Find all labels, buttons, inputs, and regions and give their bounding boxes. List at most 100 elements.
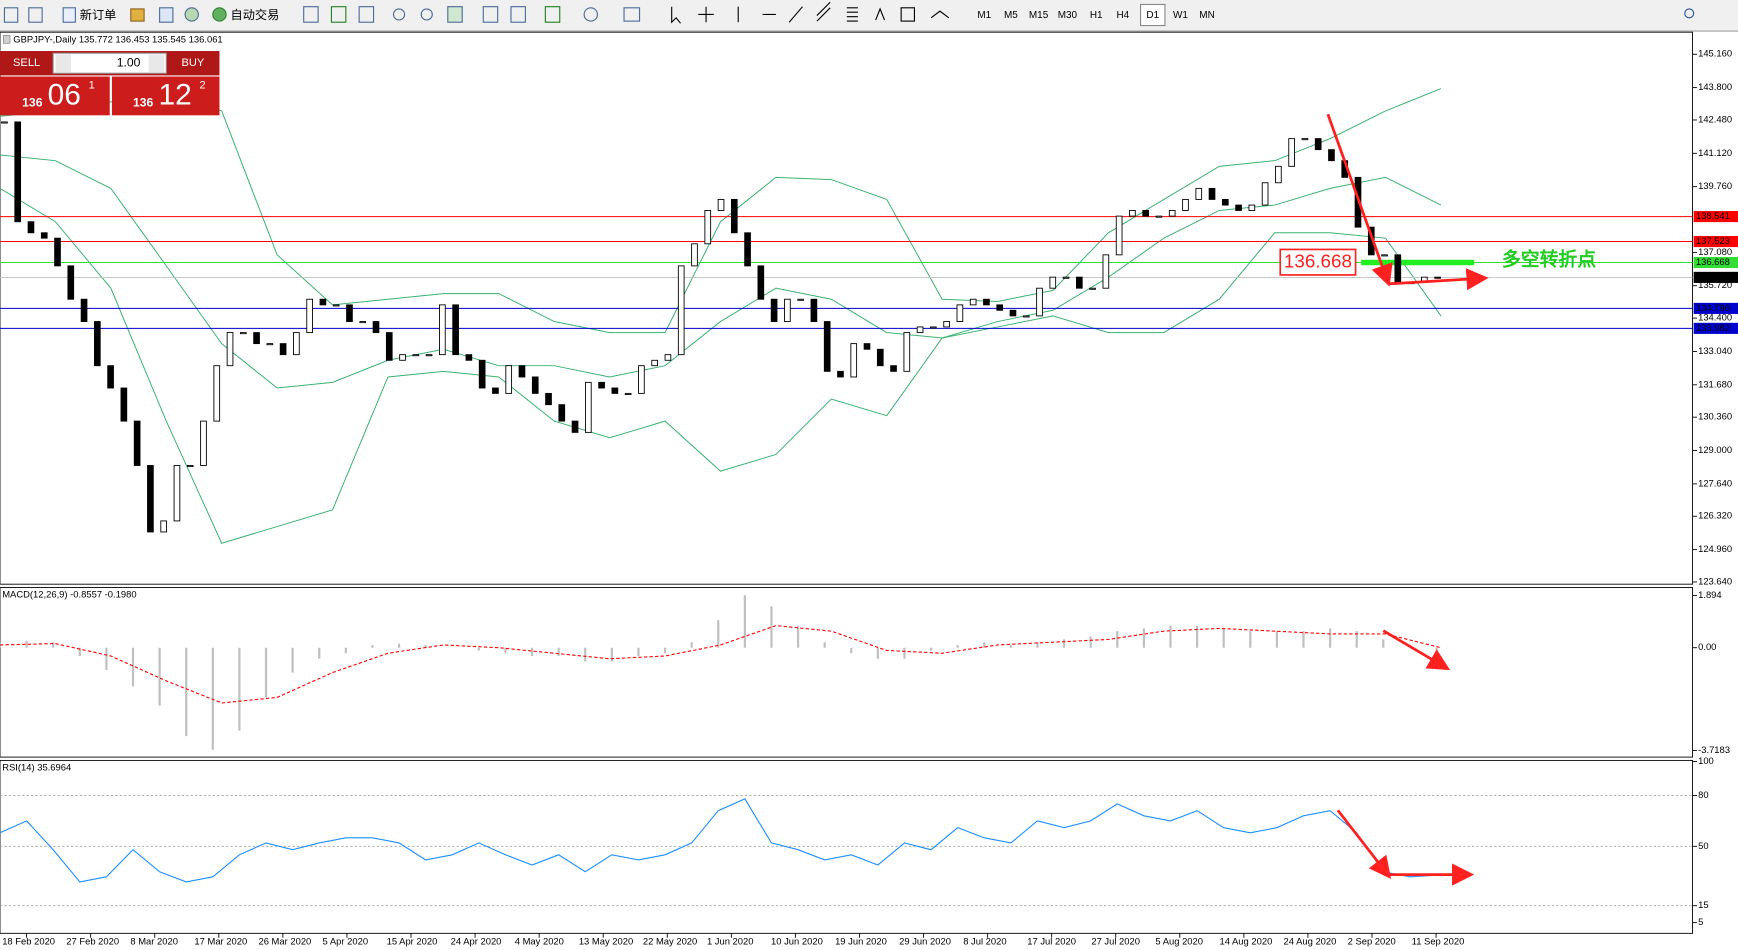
icon[interactable] — [184, 7, 199, 22]
x-tick-label: 8 Mar 2020 — [130, 936, 178, 947]
auto-trade-icon[interactable] — [212, 7, 227, 22]
y-tick-label: 5 — [1698, 916, 1703, 927]
candle — [1022, 315, 1030, 318]
rsi-plot — [0, 795, 1693, 907]
candle — [14, 121, 22, 223]
x-tick-label: 8 Jul 2020 — [963, 936, 1006, 947]
candle — [1275, 165, 1282, 184]
candle — [969, 298, 977, 306]
x-tick-label: 11 Sep 2020 — [1412, 936, 1465, 947]
candle — [107, 365, 114, 389]
bollinger-band — [0, 88, 1442, 334]
icon[interactable] — [583, 7, 598, 22]
x-tick-label: 2 Sep 2020 — [1348, 936, 1396, 947]
icon[interactable] — [875, 7, 886, 21]
timeframe-button[interactable]: M15 — [1029, 10, 1049, 21]
timeframe-button[interactable]: M5 — [1004, 10, 1018, 21]
candle — [983, 298, 990, 306]
search-icon[interactable] — [1684, 8, 1695, 19]
sell-label[interactable]: SELL — [13, 57, 40, 69]
candle — [956, 304, 964, 322]
candle — [850, 343, 858, 378]
timeframe-button[interactable]: H1 — [1090, 10, 1103, 21]
candle — [213, 365, 221, 422]
candle — [943, 321, 950, 328]
lot-value[interactable]: 1.00 — [117, 55, 141, 69]
candle — [611, 387, 619, 394]
icon[interactable] — [544, 6, 561, 23]
lot-decrease[interactable] — [55, 54, 71, 73]
buy-label[interactable]: BUY — [181, 57, 204, 69]
icon[interactable] — [159, 7, 174, 23]
candle — [160, 520, 168, 533]
candle — [1009, 309, 1017, 317]
icon[interactable] — [671, 6, 682, 24]
candle — [239, 332, 247, 335]
candle — [1434, 276, 1441, 279]
icon[interactable] — [816, 1, 831, 22]
y-tick-label: 123.640 — [1698, 575, 1732, 586]
bollinger-band — [0, 187, 1442, 544]
icon[interactable] — [28, 7, 43, 23]
candle — [863, 343, 871, 350]
icon[interactable] — [930, 10, 950, 19]
icon[interactable] — [623, 7, 641, 22]
candle — [80, 298, 88, 322]
icon[interactable] — [330, 6, 347, 23]
new-order-icon[interactable] — [62, 7, 76, 23]
y-tick-label: 141.120 — [1698, 147, 1732, 158]
candle — [797, 298, 804, 301]
candle — [1328, 149, 1335, 162]
candle — [757, 265, 765, 300]
last-price-label: 136.061 — [1696, 271, 1730, 282]
lot-input[interactable] — [52, 52, 167, 74]
icon[interactable] — [358, 6, 375, 23]
toolbar-button[interactable]: 新订单 — [80, 7, 117, 22]
candle — [319, 298, 327, 306]
x-tick-label: 4 May 2020 — [515, 936, 564, 947]
level-label-bg — [1693, 211, 1738, 223]
lot-increase[interactable] — [148, 54, 165, 73]
icon[interactable] — [3, 7, 19, 23]
y-tick-label: 135.720 — [1698, 279, 1732, 290]
icon[interactable] — [303, 6, 319, 23]
candle — [1142, 210, 1149, 217]
candle — [465, 354, 473, 361]
icon[interactable] — [698, 6, 714, 23]
sell-button[interactable] — [0, 76, 110, 116]
buy-button[interactable] — [111, 76, 220, 116]
icon[interactable] — [130, 8, 145, 22]
timeframe-button[interactable]: M30 — [1058, 10, 1078, 21]
timeframe-button[interactable]: M1 — [977, 10, 991, 21]
x-tick-label: 24 Apr 2020 — [451, 936, 502, 947]
icon[interactable] — [392, 8, 406, 21]
timeframe-button[interactable]: H4 — [1116, 10, 1129, 21]
timeframe-button[interactable]: W1 — [1173, 10, 1188, 21]
toolbar-button[interactable]: 自动交易 — [231, 7, 280, 22]
y-tick-label: 133.040 — [1698, 345, 1732, 356]
timeframe-button[interactable]: D1 — [1146, 10, 1159, 21]
x-tick-label: 15 Apr 2020 — [387, 936, 438, 947]
level-label: 136.668 — [1696, 256, 1730, 267]
candle — [1089, 287, 1096, 290]
candle — [306, 298, 313, 334]
icon[interactable] — [788, 6, 803, 23]
candle — [1235, 204, 1242, 211]
y-tick-label: 127.640 — [1698, 477, 1732, 488]
candle — [691, 243, 698, 267]
annotation-box — [1279, 248, 1357, 276]
y-tick-label: 131.680 — [1698, 378, 1732, 389]
level-label-bg — [1693, 256, 1738, 269]
icon[interactable] — [447, 6, 463, 23]
icon[interactable] — [846, 7, 858, 22]
y-tick-label: 100 — [1698, 755, 1714, 766]
candle — [200, 420, 207, 466]
candle — [624, 392, 632, 395]
icon[interactable] — [482, 6, 499, 23]
timeframe-button[interactable]: MN — [1199, 10, 1215, 21]
icon[interactable] — [900, 7, 915, 22]
icon[interactable] — [510, 6, 526, 23]
candle — [54, 237, 61, 267]
icon[interactable] — [420, 8, 433, 21]
candle — [173, 465, 181, 522]
